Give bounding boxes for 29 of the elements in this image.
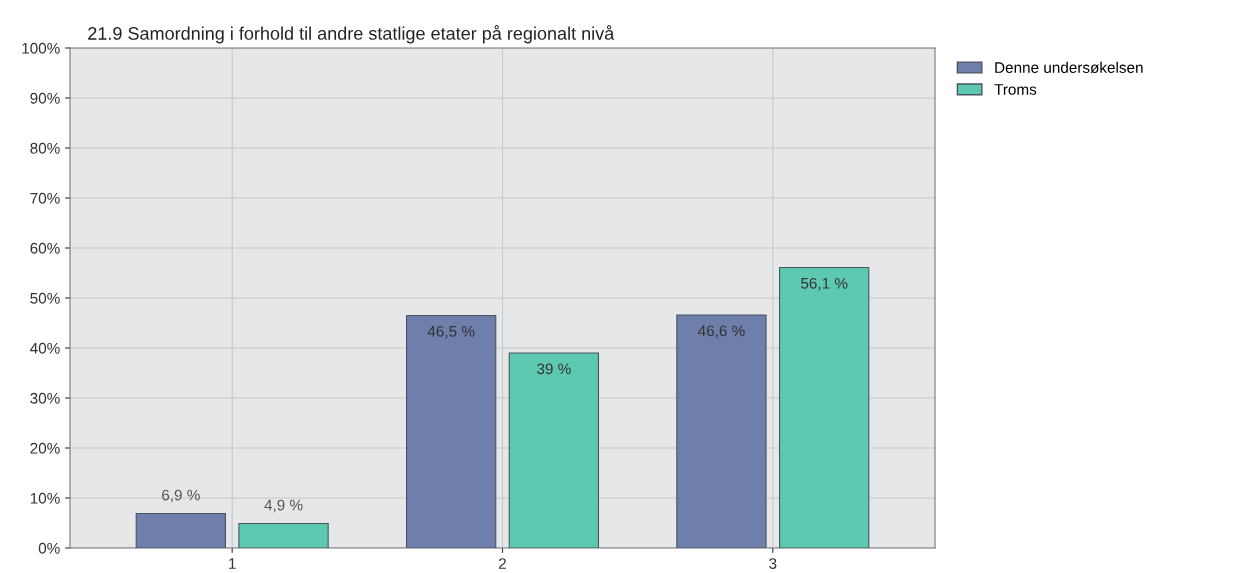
data-label: 6,9 % [162, 489, 200, 503]
x-tick-label: 3 [769, 558, 777, 569]
data-label: 46,5 % [427, 325, 475, 339]
data-label: 56,1 % [801, 277, 848, 291]
y-tick-label: 70% [30, 192, 60, 204]
bar [508, 352, 600, 548]
y-tick-label: 80% [30, 142, 60, 154]
bar [238, 522, 329, 548]
y-tick-label: 100% [22, 42, 60, 54]
y-tick-label: 60% [30, 242, 60, 254]
y-tick-label: 30% [30, 392, 60, 404]
data-label: 46,6 % [698, 325, 745, 339]
y-tick-label: 40% [30, 342, 60, 354]
legend-label: Troms [994, 84, 1037, 95]
bar [405, 314, 497, 548]
bar [779, 266, 870, 548]
x-tick-label: 2 [499, 558, 506, 569]
y-tick-label: 10% [30, 492, 60, 504]
chart-title: 21.9 Samordning i forhold til andre statlige etater på regionalt nivå [88, 25, 615, 44]
data-label: 4,9 % [264, 499, 303, 513]
data-label: 39 % [537, 363, 571, 375]
y-tick-label: 50% [30, 292, 60, 304]
y-tick-label: 20% [30, 442, 60, 454]
y-tick-label: 0% [38, 542, 60, 554]
bar [676, 314, 767, 548]
x-tick-label: 1 [229, 558, 236, 569]
y-tick-label: 90% [30, 92, 60, 104]
bar [135, 512, 226, 548]
legend-label: Denne undersøkelsen [995, 61, 1143, 74]
